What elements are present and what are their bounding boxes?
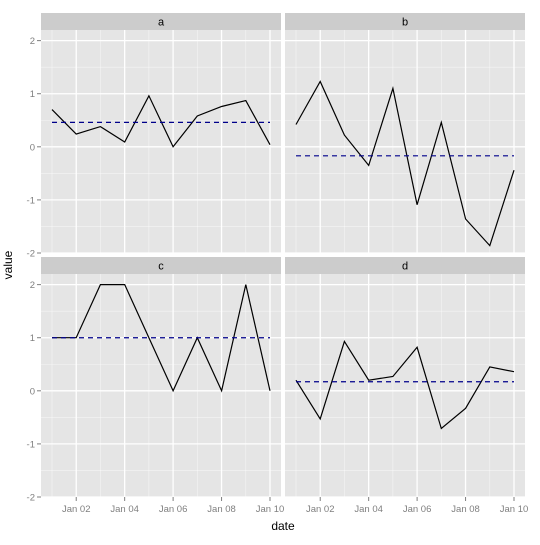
panel-d-point bbox=[319, 418, 321, 420]
y-axis-title: value bbox=[1, 250, 15, 279]
panel-b-strip-label: b bbox=[402, 17, 408, 29]
panel-a-point bbox=[245, 100, 247, 102]
panel-a-point bbox=[124, 141, 126, 143]
panel-c-strip bbox=[41, 257, 281, 274]
panel-c-point bbox=[245, 284, 247, 286]
y-tick-label: 0 bbox=[30, 142, 35, 153]
panel-b-point bbox=[392, 87, 394, 89]
y-tick-label: -2 bbox=[27, 249, 35, 260]
panel-a-point bbox=[99, 126, 101, 128]
panel-b-point bbox=[465, 218, 467, 220]
panel-b-point bbox=[489, 245, 491, 247]
panel-b-point bbox=[343, 134, 345, 136]
y-tick-label: 2 bbox=[30, 36, 35, 47]
panel-d-point bbox=[416, 346, 418, 348]
panel-d-point bbox=[392, 375, 394, 377]
x-tick-label: Jan 02 bbox=[306, 504, 335, 515]
panel-b-strip bbox=[285, 13, 525, 30]
panel-c-point bbox=[148, 337, 150, 339]
panel-b-point bbox=[440, 121, 442, 123]
panel-c-point bbox=[75, 337, 77, 339]
x-tick-label: Jan 06 bbox=[403, 504, 432, 515]
x-tick-label: Jan 10 bbox=[500, 504, 529, 515]
panel-a-strip-label: a bbox=[158, 17, 165, 29]
panel-a-strip bbox=[41, 13, 281, 30]
x-tick-label: Jan 08 bbox=[451, 504, 480, 515]
panel-c-point bbox=[99, 284, 101, 286]
x-axis-title: date bbox=[271, 519, 295, 533]
panel-b-point bbox=[368, 164, 370, 166]
panel-a-point bbox=[221, 105, 223, 107]
panel-d-background bbox=[285, 274, 525, 497]
panel-c-point bbox=[124, 284, 126, 286]
y-tick-label: -1 bbox=[27, 195, 35, 206]
panel-a-background bbox=[41, 30, 281, 253]
panel-b-point bbox=[319, 81, 321, 83]
panel-d-point bbox=[343, 340, 345, 342]
y-tick-label: -2 bbox=[27, 493, 35, 504]
panel-c-point bbox=[269, 390, 271, 392]
panel-d-strip bbox=[285, 257, 525, 274]
panel-a-point bbox=[172, 146, 174, 148]
panel-d-point bbox=[440, 428, 442, 430]
y-tick-label: -1 bbox=[27, 439, 35, 450]
panel-d-point bbox=[368, 379, 370, 381]
panel-d-point bbox=[489, 366, 491, 368]
panel-c-point bbox=[172, 390, 174, 392]
panel-d-point bbox=[465, 407, 467, 409]
panel-c-background bbox=[41, 274, 281, 497]
y-tick-label: 2 bbox=[30, 280, 35, 291]
panel-d-strip-label: d bbox=[402, 261, 408, 273]
y-tick-label: 1 bbox=[30, 89, 35, 100]
panel-a-series-line bbox=[51, 94, 271, 148]
x-tick-label: Jan 02 bbox=[62, 504, 91, 515]
panel-c-point bbox=[221, 390, 223, 392]
panel-d-series-line bbox=[295, 339, 515, 430]
panel-b-point bbox=[513, 169, 515, 171]
x-tick-label: Jan 04 bbox=[110, 504, 139, 515]
y-tick-label: 1 bbox=[30, 333, 35, 344]
panel-a-point bbox=[148, 95, 150, 97]
x-tick-label: Jan 06 bbox=[159, 504, 188, 515]
x-tick-label: Jan 08 bbox=[207, 504, 236, 515]
x-tick-label: Jan 10 bbox=[256, 504, 285, 515]
panel-c-strip-label: c bbox=[158, 261, 164, 273]
panel-a-point bbox=[75, 133, 77, 135]
panel-d-point bbox=[295, 379, 297, 381]
panel-a-point bbox=[51, 109, 53, 111]
panel-b-background bbox=[285, 30, 525, 253]
panel-a-point bbox=[269, 144, 271, 146]
y-tick-label: 0 bbox=[30, 386, 35, 397]
panel-b-point bbox=[416, 204, 418, 206]
panel-d-point bbox=[513, 371, 515, 373]
x-tick-label: Jan 04 bbox=[354, 504, 383, 515]
panel-a-point bbox=[196, 115, 198, 117]
panel-b-series-line bbox=[295, 80, 515, 247]
panel-b-point bbox=[295, 124, 297, 126]
